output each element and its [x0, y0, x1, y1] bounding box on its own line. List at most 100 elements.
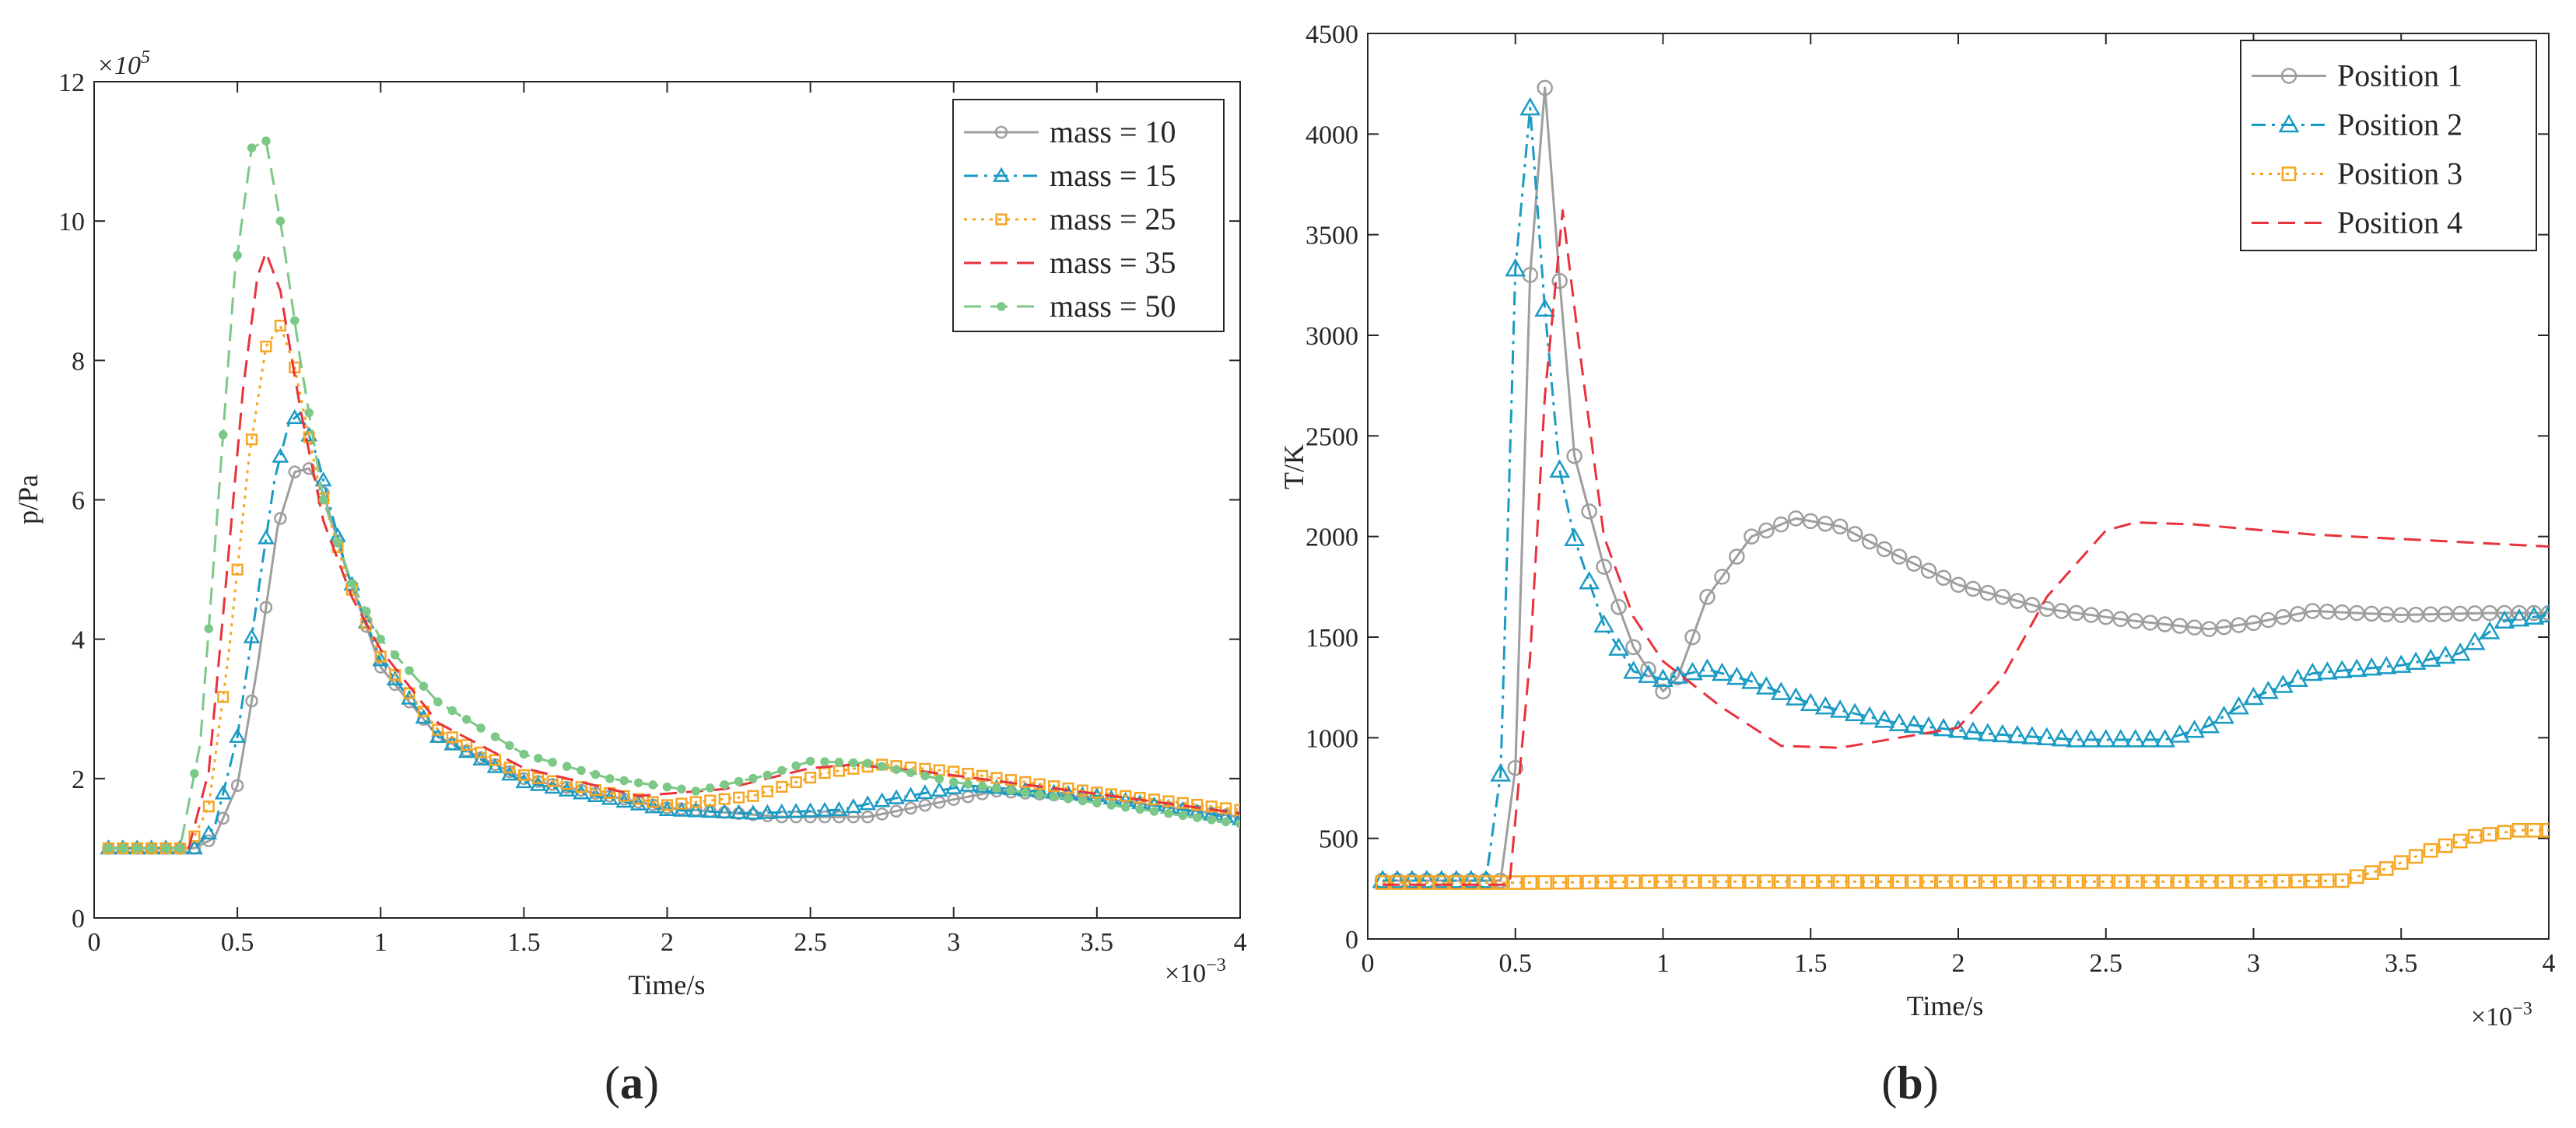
data-point-marker: [261, 136, 271, 145]
data-point-marker: [1581, 503, 1597, 520]
data-point-marker: [1493, 875, 1509, 890]
data-point-marker: [202, 800, 215, 813]
data-point-marker: [2154, 729, 2176, 748]
data-point-marker: [562, 762, 572, 771]
data-point-marker: [461, 714, 471, 724]
data-point-marker: [605, 774, 615, 783]
data-point-marker: [673, 801, 690, 817]
data-point-marker: [1758, 522, 1775, 539]
data-point-marker: [791, 761, 801, 771]
data-point-marker: [661, 799, 674, 811]
data-point-marker: [1626, 874, 1641, 889]
x-ticks-b: 0 0.5 1 1.5 2 2.5 3 3.5 4: [1362, 33, 2556, 978]
data-point-marker: [963, 779, 973, 789]
data-point-marker: [2511, 822, 2527, 838]
data-point-marker: [1817, 516, 1834, 532]
x-tick-label: 0: [88, 928, 101, 957]
data-point-marker: [2095, 729, 2117, 748]
data-point-marker: [1891, 548, 1908, 565]
data-point-marker: [2408, 849, 2424, 864]
data-point-marker: [2393, 855, 2409, 871]
data-point-marker: [1744, 528, 1760, 545]
data-point-marker: [1950, 576, 1967, 593]
data-point-marker: [2143, 874, 2158, 889]
panel-label-a: (a): [605, 1057, 659, 1109]
data-point-marker: [2449, 642, 2471, 661]
data-point-marker: [2125, 729, 2147, 748]
legend-label: Position 4: [2337, 205, 2462, 240]
data-point-marker: [1505, 257, 1526, 277]
y-tick-label: 1500: [1306, 624, 1358, 653]
data-point-marker: [759, 804, 776, 819]
data-point-marker: [734, 776, 744, 786]
legend-marker: [994, 125, 1008, 139]
data-point-marker: [190, 769, 199, 779]
data-point-marker: [1773, 874, 1789, 889]
data-point-marker: [1950, 874, 1966, 889]
data-point-marker: [486, 758, 504, 773]
data-point-marker: [1729, 548, 1745, 565]
data-point-marker: [2420, 648, 2441, 667]
data-point-marker: [2006, 724, 2028, 744]
data-point-marker: [2066, 729, 2087, 748]
data-point-marker: [648, 780, 657, 790]
data-point-marker: [691, 786, 701, 796]
data-point-marker: [718, 793, 731, 805]
data-point-marker: [2258, 681, 2279, 699]
data-point-marker: [446, 731, 458, 744]
data-point-marker: [2538, 604, 2549, 623]
data-point-marker: [904, 801, 917, 815]
data-point-marker: [1847, 874, 1863, 889]
data-point-marker: [1829, 699, 1851, 718]
data-point-marker: [529, 776, 547, 791]
data-point-marker: [849, 758, 858, 768]
x-tick-label: 1.5: [507, 928, 541, 957]
data-point-marker: [820, 757, 829, 766]
data-point-marker: [945, 779, 962, 794]
series-group-a: [100, 136, 1240, 855]
data-point-marker: [1814, 695, 1836, 715]
data-point-marker: [2508, 608, 2530, 627]
data-point-marker: [1921, 874, 1936, 889]
data-point-marker: [1714, 569, 1730, 585]
data-point-marker: [875, 807, 888, 821]
chart-panel-b: 0 0.5 1 1.5 2 2.5 3 3.5 4 0 500 1000 1500 2000 2500 30…: [1278, 20, 2556, 1109]
data-point-marker: [1386, 870, 1408, 888]
data-point-marker: [1416, 870, 1438, 888]
data-point-marker: [2036, 727, 2058, 746]
data-point-marker: [103, 843, 114, 853]
data-point-marker: [716, 803, 734, 818]
data-point-marker: [733, 791, 745, 804]
data-point-marker: [259, 601, 273, 614]
data-point-marker: [920, 771, 930, 780]
data-point-marker: [2201, 621, 2217, 637]
data-point-marker: [2320, 873, 2335, 888]
data-point-marker: [1995, 874, 2010, 889]
data-point-marker: [1582, 874, 1596, 890]
legend-marker: [997, 302, 1006, 311]
data-point-marker: [2246, 874, 2261, 889]
data-point-marker: [1700, 874, 1715, 889]
data-point-marker: [2069, 874, 2084, 889]
data-point-marker: [662, 782, 672, 792]
data-point-marker: [2331, 660, 2353, 678]
data-point-marker: [747, 790, 759, 802]
y-tick-label: 2000: [1306, 524, 1358, 552]
data-point-marker: [2217, 874, 2231, 889]
data-point-marker: [2098, 608, 2114, 625]
x-tick-label: 0: [1362, 949, 1375, 978]
data-point-marker: [1758, 874, 1774, 889]
data-point-marker: [274, 319, 286, 332]
data-point-marker: [1905, 555, 1922, 572]
data-point-marker: [1537, 874, 1553, 890]
data-point-marker: [2434, 645, 2456, 664]
y-tick-label: 4500: [1306, 20, 1358, 49]
data-point-marker: [949, 777, 959, 787]
data-point-marker: [475, 746, 487, 758]
data-point-marker: [1980, 874, 1996, 889]
data-point-marker: [1623, 660, 1644, 679]
y-tick-label: 6: [72, 487, 85, 516]
data-point-marker: [472, 750, 490, 766]
data-point-marker: [314, 471, 332, 487]
data-point-marker: [1191, 798, 1204, 811]
